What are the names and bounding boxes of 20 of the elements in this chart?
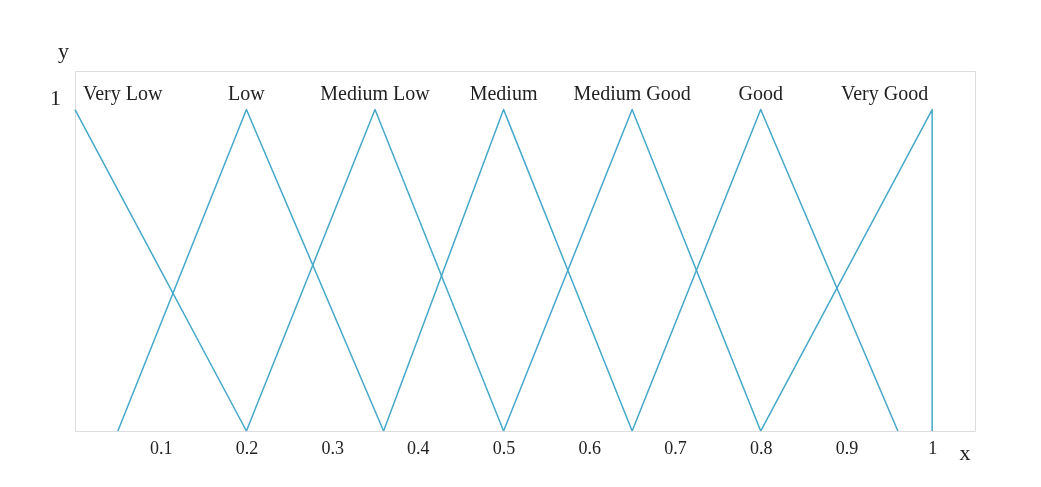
series-label: Very Good — [840, 81, 929, 105]
x-tick-label: 0.1 — [149, 437, 173, 458]
x-tick-label: 0.8 — [749, 437, 773, 458]
series-label: Medium Low — [320, 81, 431, 104]
text: 1 — [50, 84, 61, 110]
x-tick-label: 1 — [928, 437, 938, 458]
x-tick-label: 0.3 — [321, 437, 344, 458]
x-axis-title: x — [959, 440, 971, 465]
x-tick-label: 0.6 — [578, 437, 602, 458]
series-label: Very Low — [83, 81, 163, 105]
series-label: Medium Good — [573, 81, 691, 104]
series-label: Medium — [469, 81, 538, 104]
x-tick-label: 0.2 — [235, 437, 259, 458]
series-label: Low — [228, 81, 266, 104]
x-tick-label: 0.7 — [664, 437, 687, 458]
x-tick-label: 0.5 — [492, 437, 516, 458]
x-tick-label: 0.9 — [835, 437, 859, 458]
series-label: Good — [738, 81, 783, 104]
y-axis-title: y — [58, 38, 69, 63]
x-tick-label: 0.4 — [407, 437, 430, 458]
